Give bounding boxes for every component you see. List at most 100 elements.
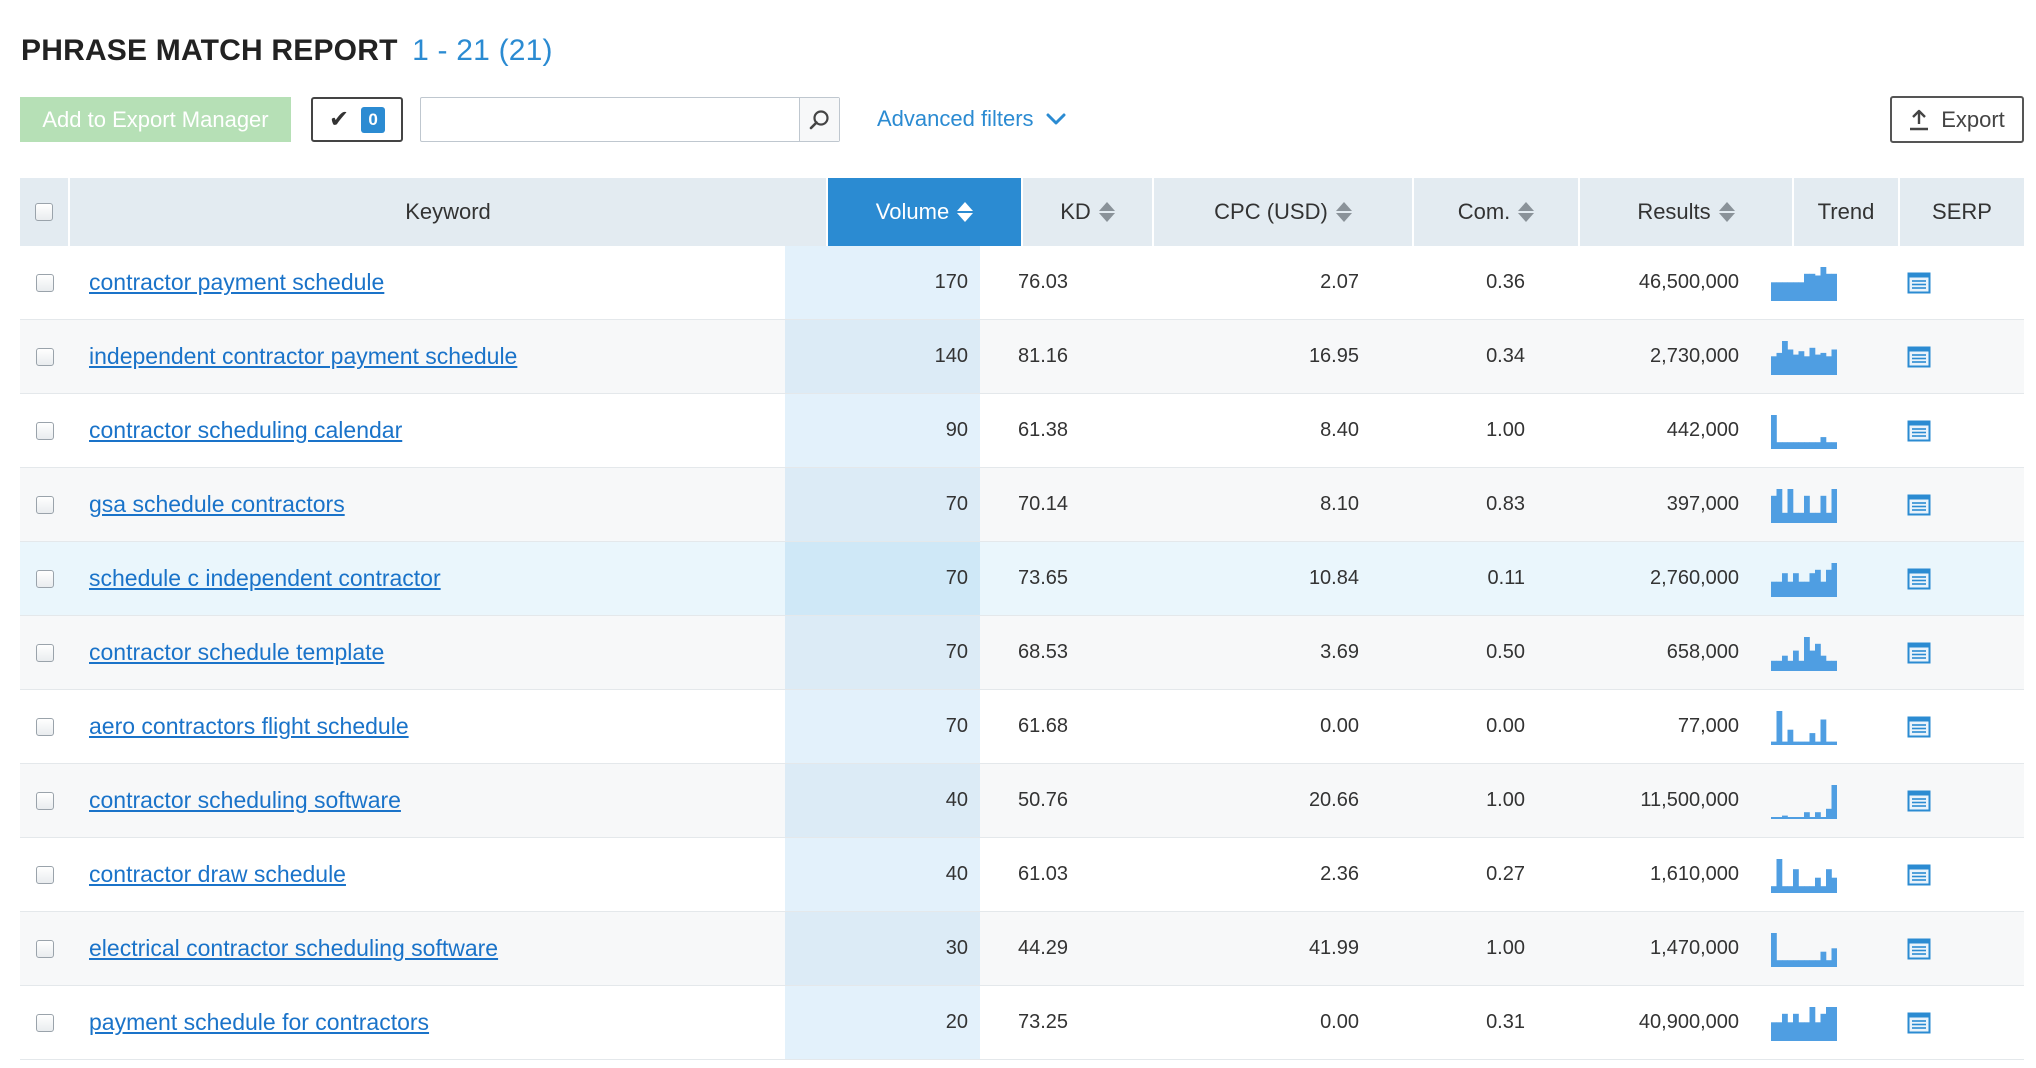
row-checkbox[interactable] — [36, 569, 54, 588]
keyword-cell: gsa schedule contractors — [27, 468, 785, 541]
trend-baseline — [1771, 372, 1837, 375]
keyword-link[interactable]: aero contractors flight schedule — [89, 713, 409, 739]
row-checkbox[interactable] — [36, 717, 54, 736]
trend-bar — [1798, 281, 1805, 301]
trend-bar — [1776, 281, 1783, 301]
table-row: contractor scheduling calendar 90 61.38 8.4… — [20, 394, 2024, 468]
column-header-kd[interactable]: KD — [1023, 178, 1154, 246]
volume-cell: 70 — [785, 542, 980, 615]
serp-snapshot-icon[interactable] — [1907, 494, 1931, 516]
row-select-cell — [20, 468, 70, 541]
keyword-link[interactable]: gsa schedule contractors — [89, 491, 345, 517]
keyword-link[interactable]: payment schedule for contractors — [89, 1009, 430, 1035]
trend-bar — [1809, 347, 1816, 375]
table-header: Keyword Volume KD CPC (USD) Com. Results… — [20, 178, 2024, 246]
keyword-cell: contractor scheduling software — [27, 764, 785, 837]
serp-snapshot-icon[interactable] — [1907, 1012, 1931, 1034]
com-cell: 0.36 — [1486, 271, 1525, 293]
keyword-filter-input[interactable] — [421, 98, 799, 141]
trend-bar — [1804, 959, 1810, 967]
serp-snapshot-icon[interactable] — [1907, 864, 1931, 886]
results-cell: 442,000 — [1666, 419, 1739, 441]
volume-cell: 70 — [785, 690, 980, 763]
trend-cell — [1751, 320, 1857, 393]
trend-bar — [1815, 959, 1821, 967]
selected-count-badge: 0 — [361, 106, 386, 133]
trend-bar — [1798, 441, 1805, 449]
row-checkbox[interactable] — [36, 865, 54, 884]
keyword-link[interactable]: schedule c independent contractor — [89, 565, 441, 591]
selected-keywords-counter[interactable]: ✔ 0 — [311, 97, 403, 142]
trend-sparkline — [1771, 636, 1837, 671]
sort-icon — [957, 202, 974, 222]
results-cell: 46,500,000 — [1638, 271, 1739, 293]
serp-snapshot-icon[interactable] — [1907, 346, 1931, 368]
column-header-keyword[interactable]: Keyword — [70, 178, 828, 246]
export-button[interactable]: Export — [1890, 96, 2024, 143]
trend-bar — [1787, 660, 1794, 671]
trend-bar — [1776, 710, 1783, 745]
serp-snapshot-icon[interactable] — [1907, 420, 1931, 442]
sort-icon — [1098, 202, 1115, 222]
volume-cell: 70 — [785, 468, 980, 541]
column-header-trend-label: Trend — [1817, 199, 1875, 224]
keyword-link[interactable]: contractor scheduling calendar — [89, 417, 403, 443]
trend-bar — [1826, 569, 1832, 597]
cpc-cell: 20.66 — [1308, 789, 1359, 811]
serp-snapshot-icon[interactable] — [1907, 642, 1931, 664]
column-header-cpc[interactable]: CPC (USD) — [1154, 178, 1414, 246]
trend-bar — [1782, 441, 1788, 449]
row-checkbox[interactable] — [36, 495, 54, 514]
column-header-results[interactable]: Results — [1580, 178, 1794, 246]
trend-bar — [1820, 352, 1827, 375]
column-header-volume[interactable]: Volume — [828, 178, 1023, 246]
serp-snapshot-icon[interactable] — [1907, 938, 1931, 960]
advanced-filters-toggle[interactable]: Advanced filters — [877, 101, 1066, 137]
serp-snapshot-icon[interactable] — [1907, 272, 1931, 294]
serp-snapshot-icon[interactable] — [1907, 716, 1931, 738]
keyword-link[interactable]: contractor payment schedule — [89, 269, 385, 295]
row-checkbox[interactable] — [36, 347, 54, 366]
add-to-export-manager-button[interactable]: Add to Export Manager — [20, 97, 291, 142]
keyword-link[interactable]: electrical contractor scheduling softwar… — [89, 935, 499, 961]
trend-bar — [1804, 273, 1810, 301]
row-checkbox[interactable] — [36, 421, 54, 440]
row-checkbox[interactable] — [36, 1013, 54, 1032]
trend-bar — [1831, 488, 1837, 523]
select-all-checkbox[interactable] — [35, 203, 53, 221]
column-header-com[interactable]: Com. — [1414, 178, 1580, 246]
serp-cell — [1857, 690, 1981, 763]
trend-bar — [1809, 732, 1816, 745]
trend-bar — [1793, 512, 1799, 523]
trend-bar — [1809, 273, 1816, 301]
keyword-link[interactable]: contractor schedule template — [89, 639, 385, 665]
keyword-link[interactable]: contractor draw schedule — [89, 861, 346, 887]
row-select-cell — [20, 616, 70, 689]
cpc-cell: 10.84 — [1308, 567, 1359, 589]
trend-bar — [1809, 512, 1816, 523]
row-checkbox[interactable] — [36, 273, 54, 292]
keyword-cell: electrical contractor scheduling softwar… — [27, 912, 785, 985]
cpc-cell: 0.00 — [1320, 1011, 1359, 1033]
trend-bar — [1804, 811, 1810, 819]
trend-bar — [1831, 877, 1837, 893]
keyword-link[interactable]: contractor scheduling software — [89, 787, 401, 813]
trend-bar — [1809, 885, 1816, 893]
column-header-serp-label: SERP — [1932, 199, 1992, 224]
serp-snapshot-icon[interactable] — [1907, 790, 1931, 812]
trend-bar — [1809, 572, 1816, 597]
row-checkbox[interactable] — [36, 791, 54, 810]
row-checkbox[interactable] — [36, 643, 54, 662]
column-header-cpc-label: CPC (USD) — [1214, 199, 1328, 224]
trend-bar — [1826, 959, 1832, 967]
serp-cell — [1857, 912, 1981, 985]
keyword-link[interactable]: independent contractor payment schedule — [89, 343, 518, 369]
keyword-cell: independent contractor payment schedule — [27, 320, 785, 393]
trend-bar — [1776, 352, 1783, 375]
serp-snapshot-icon[interactable] — [1907, 568, 1931, 590]
search-button[interactable] — [799, 98, 839, 141]
row-checkbox[interactable] — [36, 939, 54, 958]
keyword-cell: contractor payment schedule — [27, 246, 785, 319]
trend-sparkline — [1771, 858, 1837, 893]
trend-baseline — [1771, 1038, 1837, 1041]
